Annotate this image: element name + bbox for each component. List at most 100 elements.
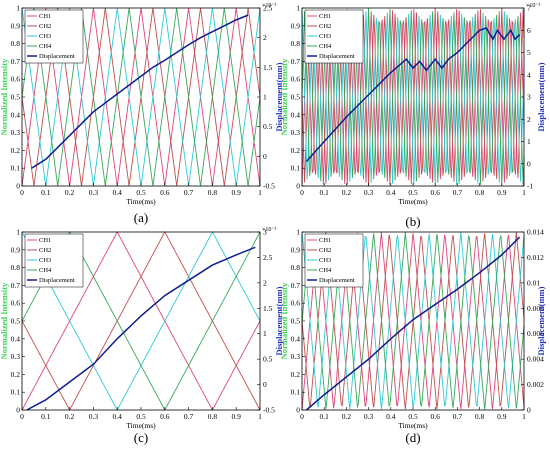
x-tick-label: 0.7: [453, 188, 463, 197]
y-right-tick-label: 3: [263, 228, 267, 237]
legend-entry-displacement: Displacement: [39, 53, 75, 60]
y-right-tick-label: 2: [263, 33, 267, 42]
x-tick-label: 0.4: [386, 412, 396, 421]
y-left-tick-label: 0.1: [291, 164, 301, 173]
legend-entry-ch1: CH1: [319, 237, 331, 244]
y-left-tick-label: 0.9: [291, 245, 301, 254]
y-right-tick-label: 4: [527, 70, 531, 79]
legend-entry-ch4: CH4: [39, 267, 52, 274]
y-left-tick-label: 0: [296, 182, 300, 191]
right-axis-multiplier: ×10⁻³: [262, 227, 277, 233]
x-tick-label: 0: [300, 412, 304, 421]
y-left-tick-label: 0.2: [291, 370, 301, 379]
y-right-tick-label: -1: [527, 182, 533, 191]
y-left-tick-label: 1: [296, 228, 300, 237]
x-tick-label: 0.1: [320, 188, 330, 197]
x-tick-label: 0.1: [320, 412, 330, 421]
chart-panel-0: 0 0.1 0.2 0.3 0.4 0.5 0.6 0.7 0.8 0.9 1 0 0.1 0.2 0.3 0…: [0, 3, 284, 225]
y-left-tick-label: 0.8: [291, 263, 301, 272]
y-left-axis-label: Normalized Intensity: [279, 58, 289, 135]
x-tick-label: 0.2: [342, 412, 352, 421]
chart-panel-2: 0 0.1 0.2 0.3 0.4 0.5 0.6 0.7 0.8 0.9 1 0 0.1 0.2 0.3 0…: [0, 227, 284, 445]
x-tick-label: 0.8: [208, 412, 218, 421]
y-right-tick-label: 0.002: [527, 380, 544, 389]
x-axis-label: Time(ms): [398, 421, 428, 430]
y-right-tick-label: 2: [263, 278, 267, 287]
y-right-axis-label: Displacement(mm): [536, 286, 546, 355]
y-right-axis-label: Displacement(mm): [274, 286, 284, 355]
legend-entry-ch4: CH4: [319, 267, 332, 274]
series-displacement-line: [26, 246, 256, 411]
legend-entry-ch1: CH1: [39, 237, 51, 244]
series-ch3-line: [301, 7, 525, 187]
x-tick-label: 1: [522, 188, 526, 197]
x-tick-label: 1: [258, 188, 262, 197]
legend-entry-displacement: Displacement: [319, 277, 355, 284]
x-tick-label: 0.9: [497, 188, 507, 197]
y-left-tick-label: 0.9: [291, 21, 301, 30]
x-tick-label: 0.3: [89, 412, 99, 421]
y-left-axis-label: Normalized Intensity: [279, 282, 289, 359]
y-left-tick-label: 0.1: [291, 388, 301, 397]
y-right-tick-label: 0: [527, 406, 531, 415]
y-right-tick-label: 2.5: [263, 253, 273, 262]
y-left-tick-label: 1: [16, 4, 20, 13]
y-right-tick-label: 1: [527, 137, 531, 146]
y-left-tick-label: 0.6: [291, 299, 301, 308]
y-left-tick-label: 0.6: [291, 75, 301, 84]
y-left-tick-label: 0.3: [11, 352, 21, 361]
panel-label: (c): [134, 430, 148, 445]
x-axis-label: Time(ms): [126, 421, 156, 430]
chart-panel-1: 0 0.1 0.2 0.3 0.4 0.5 0.6 0.7 0.8 0.9 1 0 0.1 0.2 0.3 0…: [279, 3, 546, 229]
x-tick-label: 0: [20, 412, 24, 421]
y-right-tick-label: 0: [263, 380, 267, 389]
x-tick-label: 0.7: [184, 412, 194, 421]
x-tick-label: 0.9: [497, 412, 507, 421]
y-left-tick-label: 0.5: [11, 317, 21, 326]
y-left-axis-label: Normalized Intensity: [0, 58, 9, 135]
x-tick-label: 0.3: [364, 412, 374, 421]
y-left-tick-label: 0: [16, 406, 20, 415]
y-right-tick-label: 0.01: [527, 278, 540, 287]
x-tick-label: 0.8: [475, 412, 485, 421]
y-right-tick-label: 7: [527, 4, 531, 13]
y-right-tick-label: 3: [527, 93, 531, 102]
y-right-axis-label: Displacement(mm): [536, 62, 546, 131]
series-ch1-line: [301, 232, 525, 411]
x-tick-label: 0.5: [408, 412, 418, 421]
legend-entry-ch3: CH3: [319, 33, 331, 40]
legend-entry-displacement: Displacement: [319, 53, 355, 60]
legend-entry-ch4: CH4: [39, 43, 52, 50]
x-tick-label: 1: [258, 412, 262, 421]
series-displacement-line: [305, 27, 521, 163]
legend-entry-ch3: CH3: [39, 257, 51, 264]
series-displacement-line: [31, 14, 249, 169]
y-left-tick-label: 0.3: [11, 128, 21, 137]
y-left-tick-label: 0.4: [291, 110, 301, 119]
y-right-tick-label: 2.5: [263, 4, 273, 13]
y-left-tick-label: 0: [296, 406, 300, 415]
y-right-tick-label: 1.5: [263, 63, 273, 72]
series-ch2-line: [21, 231, 261, 411]
y-right-tick-label: 0.5: [263, 355, 273, 364]
y-left-tick-label: 0.6: [11, 75, 21, 84]
panel-label: (d): [405, 430, 420, 445]
panel-label: (a): [134, 210, 148, 225]
y-left-tick-label: 0.3: [291, 128, 301, 137]
y-right-tick-label: 1: [263, 93, 267, 102]
y-left-tick-label: 0.4: [291, 334, 301, 343]
y-right-tick-label: 1: [263, 329, 267, 338]
y-left-tick-label: 0.2: [11, 146, 21, 155]
y-left-tick-label: 0.4: [11, 334, 21, 343]
y-right-tick-label: 1.5: [263, 304, 273, 313]
y-left-tick-label: 0.5: [11, 93, 21, 102]
x-tick-label: 1: [522, 412, 526, 421]
y-right-tick-label: 0.008: [527, 304, 544, 313]
x-tick-label: 0.7: [184, 188, 194, 197]
y-left-axis-label: Normalized Intensity: [0, 282, 9, 359]
y-right-axis-label: Displacement(mm): [274, 62, 284, 131]
y-right-tick-label: 0.012: [527, 253, 544, 262]
legend-entry-ch2: CH2: [39, 247, 51, 254]
x-axis-label: Time(ms): [398, 197, 428, 206]
